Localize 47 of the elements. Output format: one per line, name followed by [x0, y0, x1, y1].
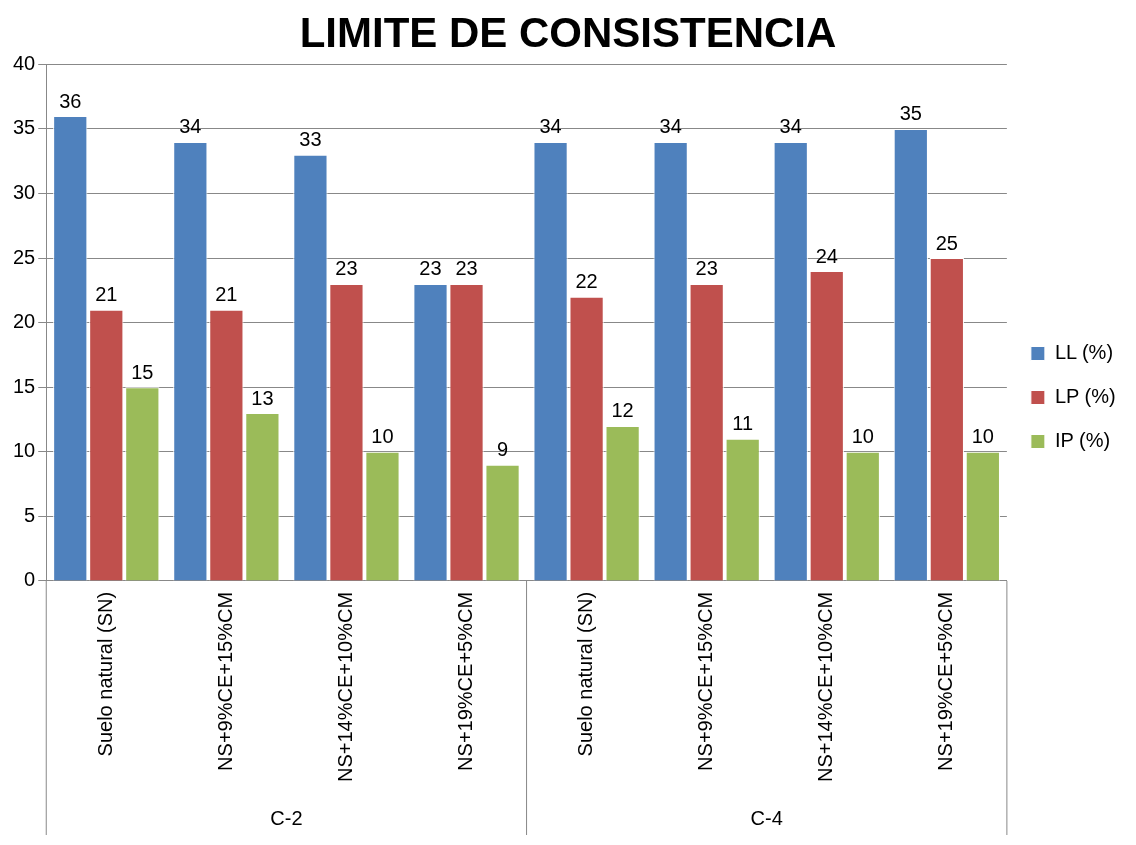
legend-label: LP (%) [1054, 385, 1116, 408]
data-label: 10 [971, 425, 994, 448]
text: C-4 [750, 806, 783, 829]
data-label: 10 [851, 425, 874, 448]
data-label: 13 [251, 386, 274, 409]
x-tick-label: NS+9%CE+15%CM [213, 591, 236, 771]
legend-label: LL (%) [1054, 341, 1114, 364]
data-label: 12 [611, 399, 634, 422]
data-label: 9 [496, 438, 509, 461]
data-label: 25 [935, 231, 958, 254]
data-label: 10 [371, 425, 394, 448]
data-label: 34 [539, 115, 562, 138]
data-label: 23 [695, 257, 718, 280]
data-label: 34 [779, 115, 802, 138]
x-tick-label: NS+14%CE+10%CM [814, 591, 837, 783]
y-tick-label: 0 [24, 568, 36, 591]
data-label: 35 [899, 102, 922, 125]
x-tick-label: Suelo natural (SN) [574, 591, 597, 757]
x-tick-label: NS+14%CE+10%CM [333, 591, 356, 783]
x-tick-label: NS+9%CE+15%CM [694, 591, 717, 771]
x-tick-label: Suelo natural (SN) [93, 591, 116, 757]
text: C-2 [270, 806, 303, 829]
y-tick-label: 40 [13, 51, 36, 74]
y-tick-label: 10 [13, 439, 36, 462]
y-tick-label: 30 [13, 181, 36, 204]
x-tick-label: NS+19%CE+5%CM [934, 591, 957, 771]
chart-title: LIMITE DE CONSISTENCIA [299, 8, 837, 56]
y-tick-label: 35 [13, 116, 36, 139]
data-label: 22 [575, 270, 598, 293]
data-label: 34 [179, 115, 202, 138]
data-label: 34 [659, 115, 682, 138]
y-tick-label: 15 [13, 374, 36, 397]
data-label: 21 [215, 283, 238, 306]
y-tick-label: 25 [13, 245, 36, 268]
y-tick-label: 20 [13, 310, 36, 333]
data-label: 11 [732, 412, 754, 435]
data-label: 23 [335, 257, 358, 280]
data-label: 33 [299, 128, 322, 151]
x-tick-label: NS+19%CE+5%CM [454, 591, 477, 771]
legend-label: IP (%) [1054, 429, 1111, 452]
y-tick-label: 5 [24, 503, 36, 526]
data-label: 36 [59, 89, 82, 112]
data-label: 24 [815, 244, 838, 267]
data-label: 23 [455, 257, 478, 280]
data-label: 21 [95, 283, 118, 306]
data-label: 23 [419, 257, 442, 280]
data-label: 15 [131, 360, 154, 383]
